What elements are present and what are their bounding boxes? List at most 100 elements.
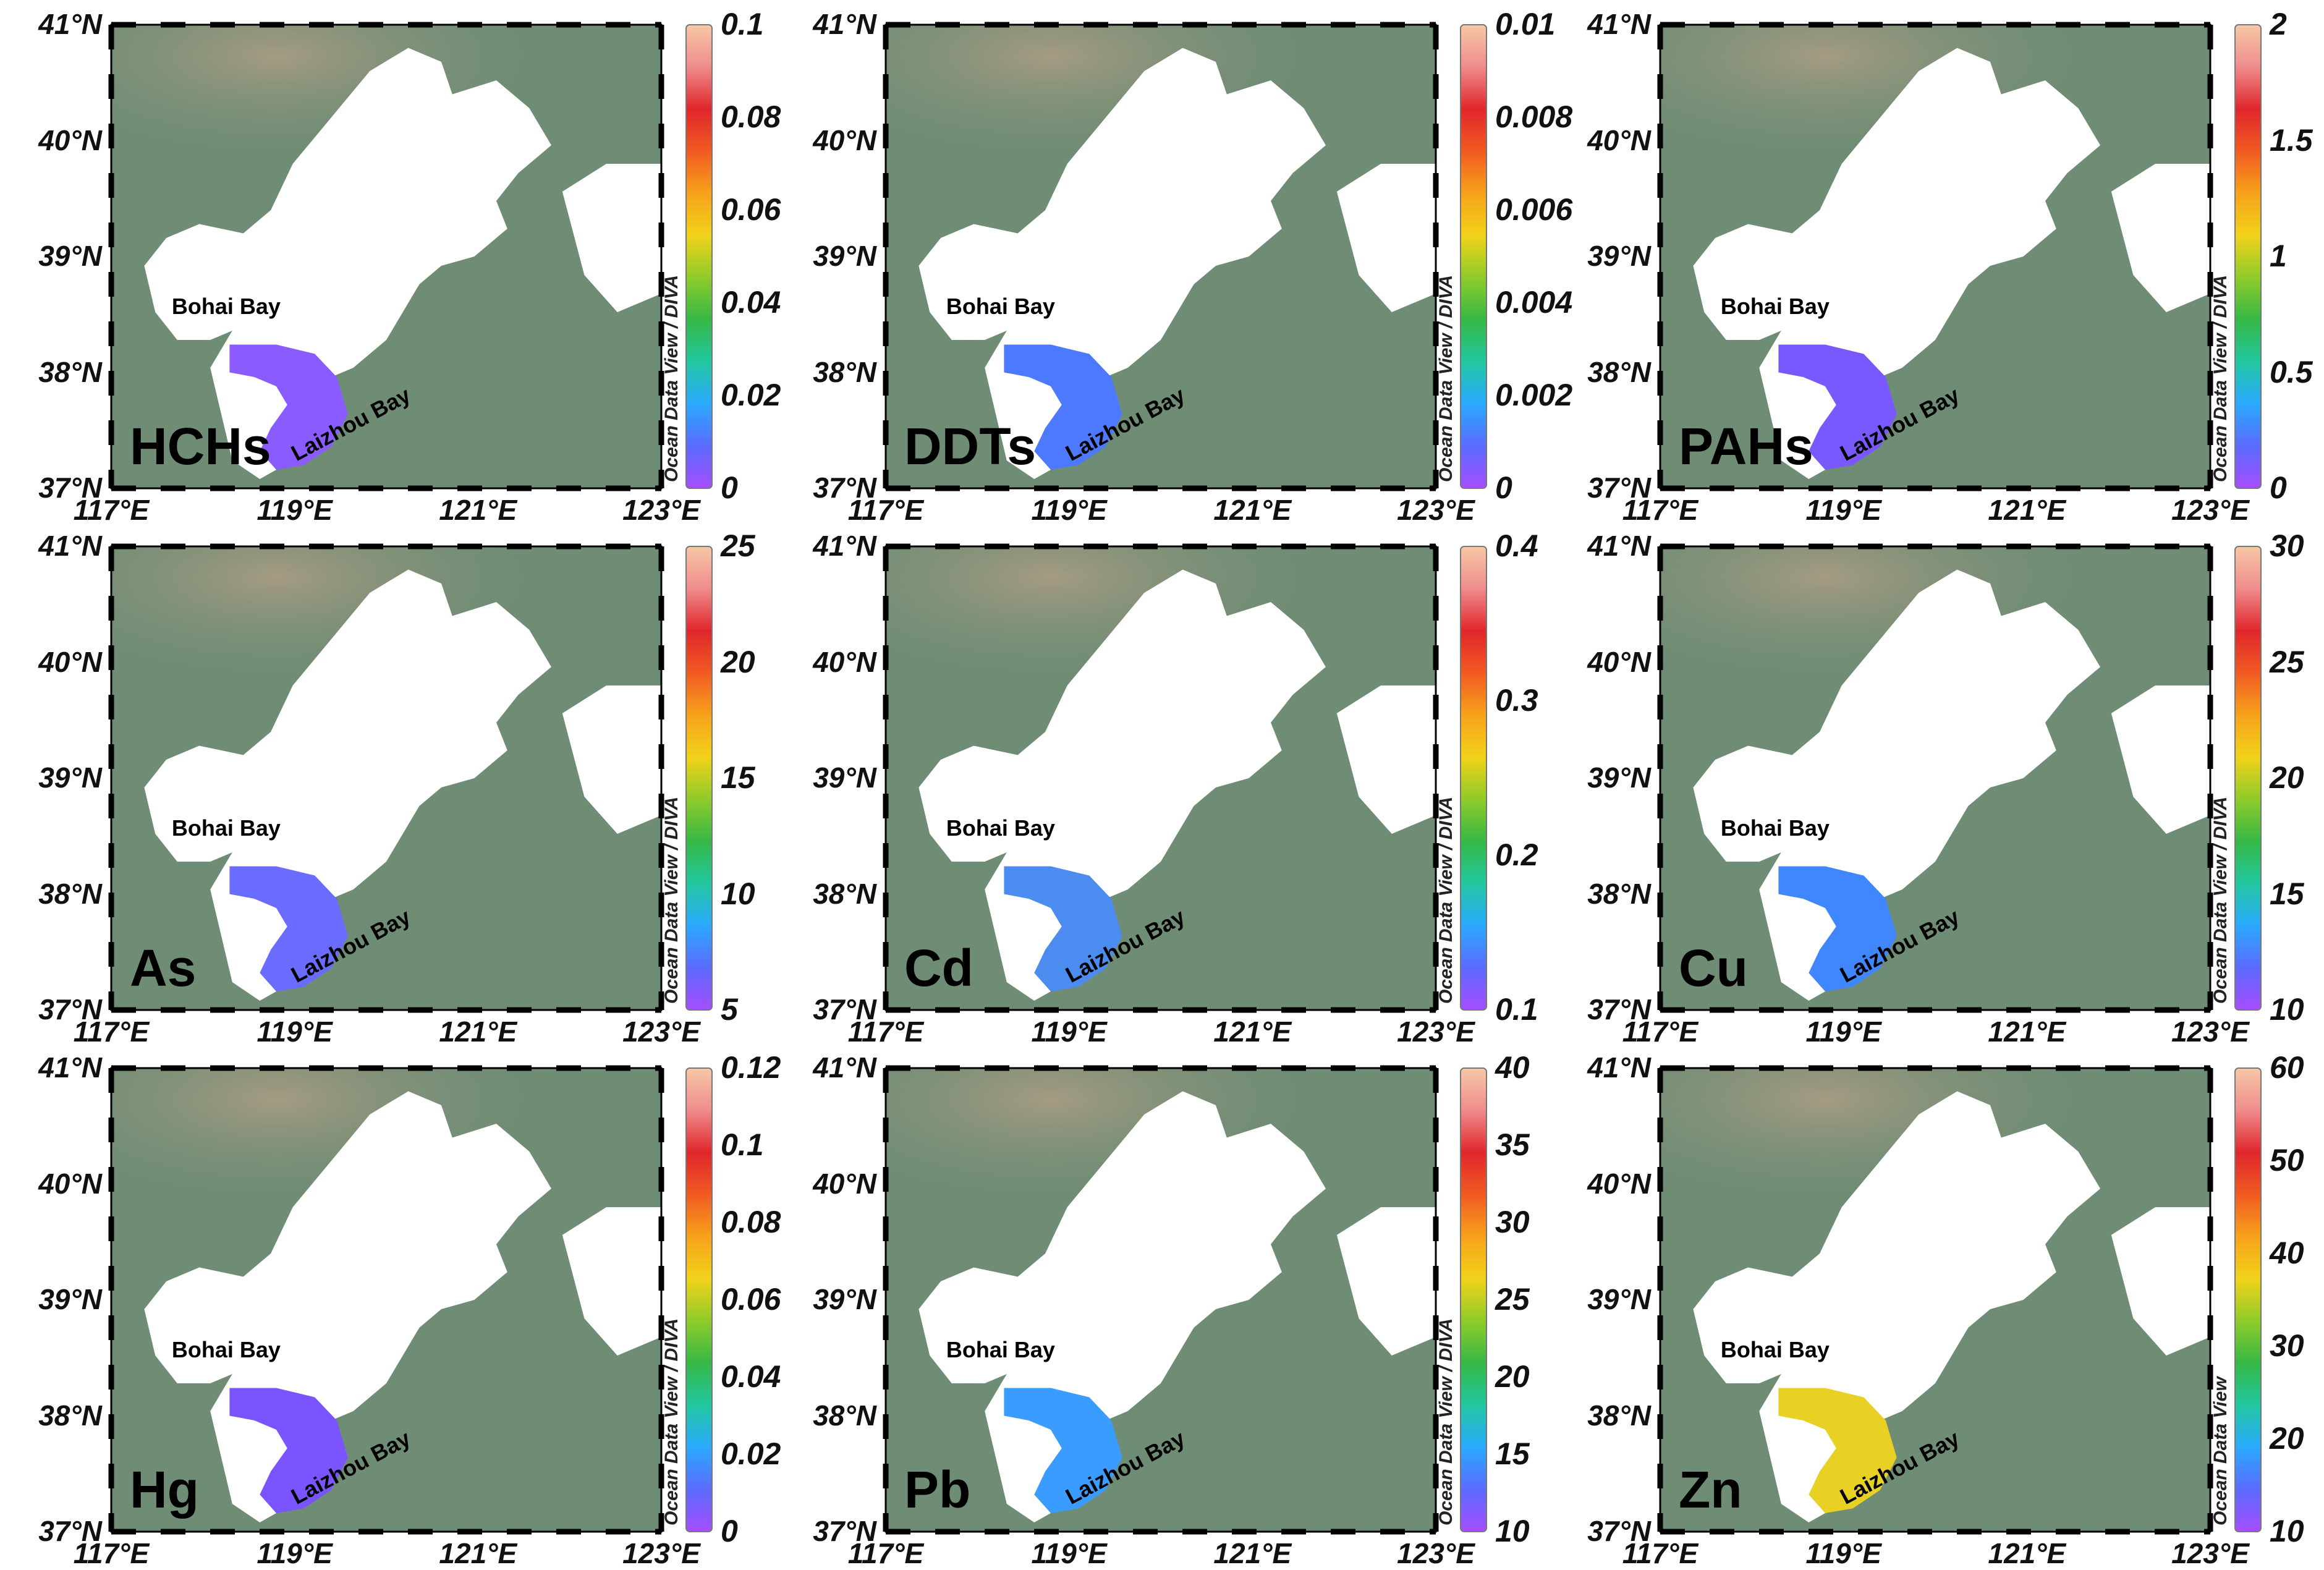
lon-label: 121°E <box>1988 494 2066 526</box>
bohai-bay-label: Bohai Bay <box>1720 1337 1830 1362</box>
lon-label: 123°E <box>2171 1537 2249 1569</box>
lon-label: 119°E <box>1031 1537 1107 1569</box>
colorbar <box>1460 546 1487 1011</box>
lat-label: 40°N <box>813 124 876 156</box>
pollutant-label: Cu <box>1679 939 1748 997</box>
colorbar-tick: 15 <box>2270 876 2304 911</box>
colorbar-tick: 0.02 <box>721 1436 781 1471</box>
colorbar-tick: 10 <box>721 876 755 911</box>
colorbar-tick: 2 <box>2270 7 2287 41</box>
lat-label: 38°N <box>1587 877 1651 910</box>
colorbar-tick: 0.4 <box>1495 528 1538 563</box>
colorbar-tick: 10 <box>2270 992 2304 1027</box>
colorbar-tick: 15 <box>1495 1436 1530 1471</box>
lat-label: 40°N <box>38 1167 102 1200</box>
colorbar <box>685 24 713 489</box>
map-svg <box>108 543 713 1013</box>
colorbar-tick: 0.002 <box>1495 378 1573 412</box>
pollutant-label: Cd <box>904 939 973 997</box>
lon-label: 119°E <box>257 494 333 526</box>
map-frame <box>884 23 1437 490</box>
odv-credit: Ocean Data View / DIVA <box>661 274 682 482</box>
lat-label: 40°N <box>38 124 102 156</box>
colorbar-tick: 0.3 <box>1495 683 1538 718</box>
lon-label: 119°E <box>1805 494 1881 526</box>
lat-label: 40°N <box>1587 1167 1651 1200</box>
concentration-field <box>1778 1388 1897 1513</box>
lat-label: 41°N <box>38 1051 102 1084</box>
colorbar <box>1460 24 1487 489</box>
map-panel-zn: 41°N 40°N 39°N 38°N 37°N 117°E 119°E 121°E 123°E… <box>1549 1043 2323 1569</box>
bohai-bay-label: Bohai Bay <box>946 1337 1055 1362</box>
colorbar-tick: 40 <box>1495 1050 1530 1085</box>
map-frame <box>110 1067 663 1533</box>
lat-label: 40°N <box>813 1167 876 1200</box>
colorbar-tick: 40 <box>2270 1236 2304 1270</box>
lat-label: 41°N <box>1587 8 1651 40</box>
map-panel-pahs: 41°N 40°N 39°N 38°N 37°N 117°E 119°E 121°E 123°E… <box>1549 0 2323 526</box>
map-svg <box>108 22 713 491</box>
lat-label: 38°N <box>38 877 102 910</box>
lon-label: 121°E <box>1213 1016 1292 1048</box>
colorbar <box>2234 1067 2262 1532</box>
lat-label: 37°N <box>38 1515 102 1547</box>
lat-label: 39°N <box>38 1283 102 1315</box>
colorbar-tick: 0.02 <box>721 378 781 412</box>
colorbar-tick: 0 <box>2270 470 2287 505</box>
map-panel-hg: 41°N 40°N 39°N 38°N 37°N 117°E 119°E 121°E 123°E… <box>0 1043 781 1569</box>
colorbar-tick: 0.01 <box>1495 7 1556 41</box>
lat-label: 38°N <box>813 1399 876 1432</box>
lon-label: 119°E <box>1031 494 1107 526</box>
map-svg <box>883 543 1487 1013</box>
colorbar-tick: 30 <box>2270 528 2304 563</box>
odv-credit: Ocean Data View <box>2210 1377 2231 1525</box>
pollutant-label: HCHs <box>130 417 271 475</box>
lat-label: 41°N <box>1587 530 1651 562</box>
lat-label: 38°N <box>1587 355 1651 388</box>
colorbar-tick: 30 <box>2270 1328 2304 1363</box>
lon-label: 121°E <box>1213 494 1292 526</box>
map-frame <box>1659 23 2212 490</box>
map-svg <box>1657 22 2262 491</box>
map-panel-cu: 41°N 40°N 39°N 38°N 37°N 117°E 119°E 121°E 123°E… <box>1549 522 2323 1048</box>
colorbar-tick: 0.06 <box>721 1282 781 1317</box>
pollutant-label: Pb <box>904 1461 971 1519</box>
yellow-sea <box>562 685 661 834</box>
concentration-field <box>1004 866 1122 991</box>
colorbar-tick: 0.12 <box>721 1050 781 1085</box>
map-svg <box>883 22 1487 491</box>
lon-label: 119°E <box>1805 1537 1881 1569</box>
bohai-bay-label: Bohai Bay <box>171 1337 281 1362</box>
concentration-field <box>1004 1388 1122 1513</box>
lat-label: 40°N <box>38 645 102 678</box>
colorbar <box>2234 546 2262 1011</box>
concentration-field <box>229 1388 348 1513</box>
map-panel-cd: 41°N 40°N 39°N 38°N 37°N 117°E 119°E 121°E 123°E… <box>774 522 1549 1048</box>
lat-label: 37°N <box>813 472 876 504</box>
colorbar <box>2234 24 2262 489</box>
colorbar <box>685 546 713 1011</box>
lat-label: 37°N <box>1587 472 1651 504</box>
lat-label: 37°N <box>813 1515 876 1547</box>
yellow-sea <box>1336 685 1436 834</box>
lon-label: 117°E <box>847 1016 924 1048</box>
colorbar-tick: 0.006 <box>1495 192 1573 227</box>
concentration-field <box>1778 866 1897 991</box>
lon-label: 123°E <box>1397 1016 1475 1048</box>
odv-credit: Ocean Data View / DIVA <box>1436 274 1456 482</box>
colorbar-tick: 50 <box>2270 1143 2304 1178</box>
lon-label: 121°E <box>439 1537 517 1569</box>
lon-label: 123°E <box>2171 494 2249 526</box>
lat-label: 37°N <box>38 993 102 1025</box>
map-panel-as: 41°N 40°N 39°N 38°N 37°N 117°E 119°E 121°E 123°E… <box>0 522 774 1048</box>
colorbar-tick: 0.008 <box>1495 100 1573 134</box>
odv-credit: Ocean Data View / DIVA <box>661 796 682 1004</box>
colorbar-tick: 0.004 <box>1495 285 1573 320</box>
odv-credit: Ocean Data View / DIVA <box>1436 1318 1456 1525</box>
lon-label: 121°E <box>1988 1537 2066 1569</box>
colorbar-tick: 0.06 <box>721 192 781 227</box>
colorbar-tick: 0.5 <box>2270 354 2313 389</box>
colorbar-tick: 20 <box>1495 1359 1530 1394</box>
bohai-bay-label: Bohai Bay <box>1720 815 1830 841</box>
colorbar-tick: 20 <box>2270 760 2304 795</box>
